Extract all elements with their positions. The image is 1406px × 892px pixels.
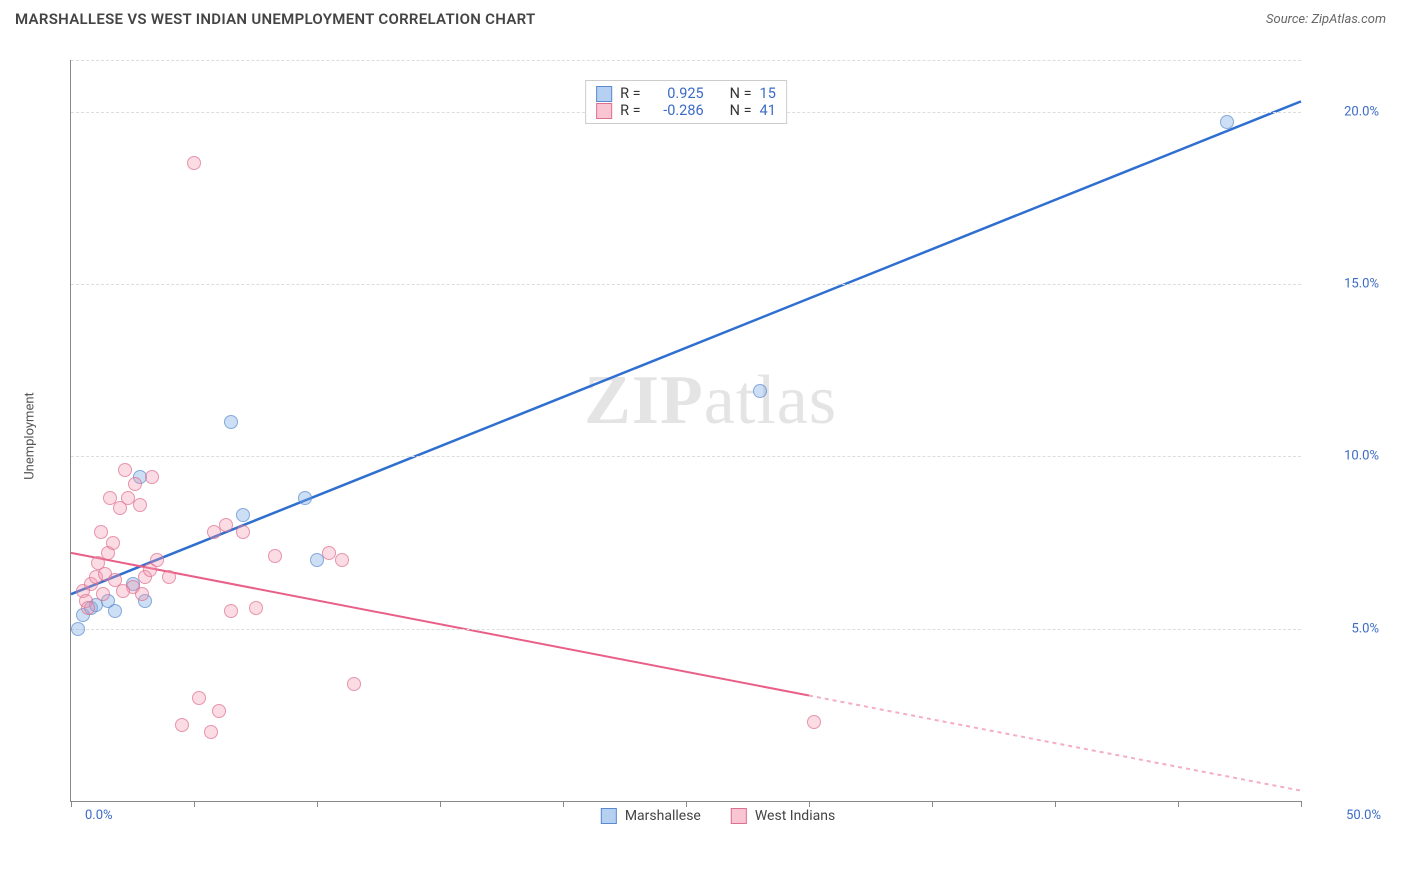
data-point — [335, 553, 349, 567]
gridline-h — [71, 629, 1301, 630]
chart-area: Unemployment ZIPatlas R = 0.925 N = 15 R… — [50, 40, 1386, 832]
data-point — [192, 691, 206, 705]
x-tick — [71, 801, 72, 807]
x-tick — [932, 801, 933, 807]
legend-row-1: R = -0.286 N = 41 — [596, 102, 776, 119]
y-tick-label: 5.0% — [1351, 621, 1379, 636]
watermark: ZIPatlas — [584, 361, 837, 441]
data-point — [71, 622, 85, 636]
legend-swatch-marshallese — [596, 86, 612, 102]
gridline-h — [71, 284, 1301, 285]
data-point — [236, 508, 250, 522]
legend-swatch-westindians — [596, 103, 612, 119]
data-point — [219, 518, 233, 532]
x-tick — [194, 801, 195, 807]
n-value-0: 15 — [760, 85, 776, 102]
n-value-1: 41 — [760, 102, 776, 119]
data-point — [807, 715, 821, 729]
correlation-legend: R = 0.925 N = 15 R = -0.286 N = 41 — [585, 80, 787, 124]
data-point — [145, 470, 159, 484]
data-point — [108, 604, 122, 618]
x-tick — [686, 801, 687, 807]
y-axis-title: Unemployment — [23, 392, 38, 480]
legend-swatch-icon — [601, 808, 617, 824]
data-point — [150, 553, 164, 567]
data-point — [204, 725, 218, 739]
source-label: Source: — [1266, 12, 1311, 27]
legend-label: Marshallese — [625, 808, 701, 824]
legend-label: West Indians — [755, 808, 835, 824]
data-point — [753, 384, 767, 398]
r-label-1: R = — [620, 102, 641, 119]
data-point — [91, 556, 105, 570]
data-point — [298, 491, 312, 505]
legend-item-westindians: West Indians — [731, 808, 835, 824]
data-point — [106, 536, 120, 550]
r-value-1: -0.286 — [649, 102, 704, 119]
x-tick — [317, 801, 318, 807]
legend-row-0: R = 0.925 N = 15 — [596, 85, 776, 102]
source-value: ZipAtlas.com — [1311, 12, 1386, 27]
x-tick — [440, 801, 441, 807]
legend-item-marshallese: Marshallese — [601, 808, 701, 824]
gridline-h — [71, 456, 1301, 457]
r-value-0: 0.925 — [649, 85, 704, 102]
data-point — [236, 525, 250, 539]
data-point — [1220, 115, 1234, 129]
watermark-bold: ZIP — [584, 362, 704, 439]
x-tick — [1055, 801, 1056, 807]
r-label-0: R = — [620, 85, 641, 102]
series-legend: Marshallese West Indians — [601, 808, 835, 824]
data-point — [268, 549, 282, 563]
data-point — [224, 604, 238, 618]
data-point — [187, 156, 201, 170]
chart-title: MARSHALLESE VS WEST INDIAN UNEMPLOYMENT … — [15, 10, 536, 28]
data-point — [116, 584, 130, 598]
data-point — [96, 587, 110, 601]
x-tick — [809, 801, 810, 807]
y-tick-label: 20.0% — [1344, 104, 1379, 119]
data-point — [128, 477, 142, 491]
data-point — [249, 601, 263, 615]
data-point — [118, 463, 132, 477]
x-tick — [1301, 801, 1302, 807]
n-label-0: N = — [730, 85, 752, 102]
x-tick-label-0: 0.0% — [85, 808, 113, 823]
gridline-h — [71, 60, 1301, 61]
data-point — [162, 570, 176, 584]
x-tick — [563, 801, 564, 807]
data-point — [135, 587, 149, 601]
chart-header: MARSHALLESE VS WEST INDIAN UNEMPLOYMENT … — [0, 0, 1406, 33]
y-tick-label: 15.0% — [1344, 277, 1379, 292]
data-point — [94, 525, 108, 539]
data-point — [81, 601, 95, 615]
data-point — [212, 704, 226, 718]
n-label-1: N = — [730, 102, 752, 119]
legend-swatch-icon — [731, 808, 747, 824]
data-point — [175, 718, 189, 732]
data-point — [224, 415, 238, 429]
data-point — [133, 498, 147, 512]
x-tick — [1178, 801, 1179, 807]
source-attribution: Source: ZipAtlas.com — [1266, 12, 1386, 27]
y-tick-label: 10.0% — [1344, 449, 1379, 464]
watermark-light: atlas — [704, 362, 837, 439]
plot-region: ZIPatlas R = 0.925 N = 15 R = -0.286 N =… — [70, 60, 1301, 802]
trend-lines — [71, 60, 1301, 801]
data-point — [347, 677, 361, 691]
x-tick-label-1: 50.0% — [1346, 808, 1381, 823]
